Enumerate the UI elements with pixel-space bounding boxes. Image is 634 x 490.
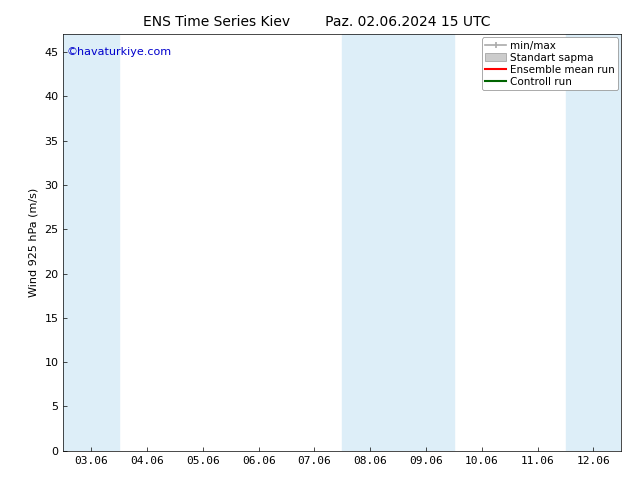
Legend: min/max, Standart sapma, Ensemble mean run, Controll run: min/max, Standart sapma, Ensemble mean r… xyxy=(482,37,618,90)
Bar xyxy=(566,34,621,451)
Bar xyxy=(342,34,454,451)
Bar xyxy=(63,34,119,451)
Y-axis label: Wind 925 hPa (m/s): Wind 925 hPa (m/s) xyxy=(29,188,39,297)
Text: ©havaturkiye.com: ©havaturkiye.com xyxy=(66,47,171,57)
Text: ENS Time Series Kiev        Paz. 02.06.2024 15 UTC: ENS Time Series Kiev Paz. 02.06.2024 15 … xyxy=(143,15,491,29)
